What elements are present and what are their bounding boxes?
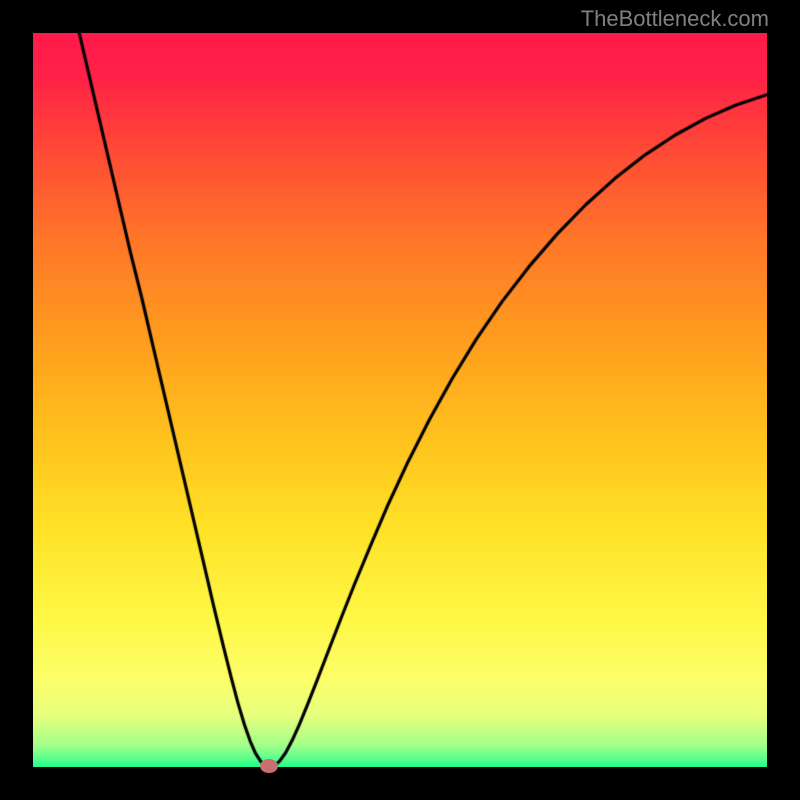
bottleneck-curve	[33, 33, 767, 767]
watermark-text: TheBottleneck.com	[581, 6, 769, 32]
minimum-marker	[260, 759, 278, 773]
plot-area	[33, 33, 767, 767]
chart-stage: TheBottleneck.com	[0, 0, 800, 800]
